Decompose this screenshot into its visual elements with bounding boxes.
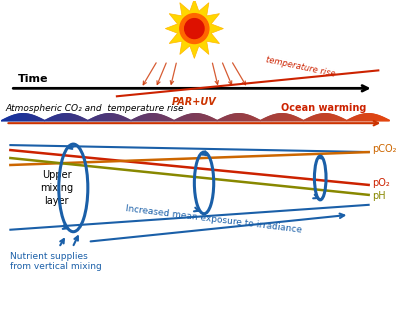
Text: PAR+UV: PAR+UV [172, 97, 217, 107]
Text: pCO₂: pCO₂ [373, 144, 397, 154]
Text: Ocean warming: Ocean warming [282, 103, 367, 113]
Text: Increased mean exposure to irradiance: Increased mean exposure to irradiance [125, 204, 302, 235]
Text: pO₂: pO₂ [373, 178, 390, 188]
Circle shape [185, 19, 204, 38]
Text: temperature rise: temperature rise [265, 55, 336, 78]
Text: Upper
mixing
layer: Upper mixing layer [40, 170, 73, 206]
Circle shape [180, 14, 209, 43]
Text: Time: Time [18, 74, 49, 84]
Text: pH: pH [373, 191, 386, 201]
Text: Nutrient supplies
from vertical mixing: Nutrient supplies from vertical mixing [10, 252, 102, 271]
Polygon shape [165, 0, 223, 59]
Text: Atmospheric CO₂ and  temperature rise: Atmospheric CO₂ and temperature rise [6, 104, 184, 113]
